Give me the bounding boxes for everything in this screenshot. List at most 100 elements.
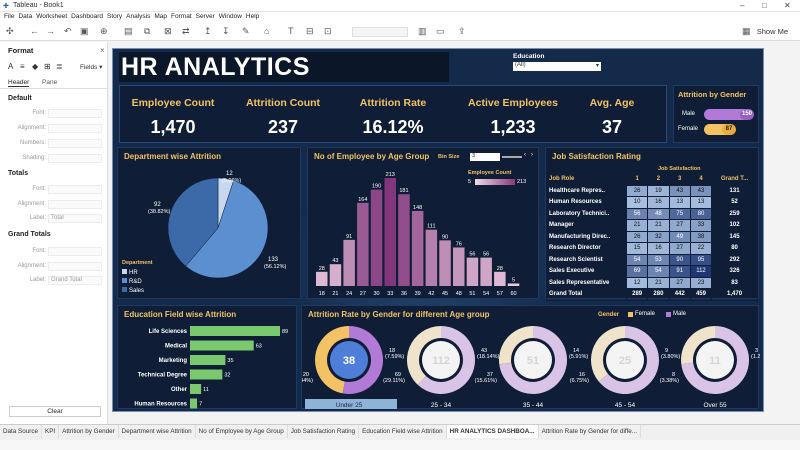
back-icon[interactable]: ← bbox=[30, 26, 39, 36]
sheet-tab[interactable]: HR ANALYTICS DASHBOA... bbox=[446, 425, 539, 438]
close-panel-icon[interactable]: × bbox=[100, 46, 105, 55]
show-me-button[interactable]: Show Me bbox=[756, 27, 788, 36]
menu-item[interactable]: Data bbox=[18, 13, 33, 20]
dept-pie-chart: 12(5.06%) 133(56.12%) 92(38.82%) bbox=[148, 171, 286, 279]
clear-sheet-icon[interactable]: ⊠ bbox=[164, 26, 172, 36]
kpi-label: Employee Count bbox=[131, 97, 215, 109]
share-icon[interactable]: ⇪ bbox=[458, 26, 466, 36]
forward-icon[interactable]: → bbox=[46, 26, 55, 36]
presentation-icon[interactable]: ▭ bbox=[436, 26, 445, 36]
maximize-icon[interactable]: □ bbox=[762, 1, 767, 10]
table-cell: 16 bbox=[647, 242, 670, 255]
menu-item[interactable]: Window bbox=[218, 13, 242, 20]
default-shading-select[interactable] bbox=[48, 154, 102, 163]
lines-format-icon[interactable]: ≣ bbox=[56, 62, 63, 71]
age-bar bbox=[343, 239, 355, 286]
alignment-format-icon[interactable]: ≡ bbox=[20, 62, 25, 71]
fields-dropdown[interactable]: Fields ▾ bbox=[80, 64, 103, 71]
menu-item[interactable]: Format bbox=[171, 13, 192, 20]
sheet-tab[interactable]: Department wise Attrition bbox=[119, 425, 196, 438]
fit-icon[interactable]: ⊡ bbox=[324, 26, 332, 36]
save-icon[interactable]: ▣ bbox=[80, 26, 89, 36]
row-total: 145 bbox=[711, 230, 758, 243]
age-group-label: 35 - 44 bbox=[523, 402, 544, 409]
kpi-label: Attrition Rate bbox=[359, 97, 427, 109]
sheet-tab[interactable]: Education Field wise Attrition bbox=[359, 425, 447, 438]
sheet-tab[interactable]: No of Employee by Age Group bbox=[196, 425, 288, 438]
new-sheet-icon[interactable]: ▤ bbox=[124, 26, 133, 36]
grand-totals-alignment-select[interactable] bbox=[48, 262, 102, 271]
menu-item[interactable]: Server bbox=[195, 13, 215, 20]
age-panel: No of Employee by Age Group Bin Size 3 ‹… bbox=[307, 147, 539, 299]
sort-desc-icon[interactable]: ↧ bbox=[222, 26, 230, 36]
totals-font-select[interactable] bbox=[48, 185, 102, 194]
totals-alignment-select[interactable] bbox=[48, 200, 102, 209]
menu-item[interactable]: Map bbox=[154, 13, 168, 20]
edufield-bar bbox=[190, 340, 254, 351]
default-numbers-select[interactable] bbox=[48, 139, 102, 148]
default-alignment-select[interactable] bbox=[48, 124, 102, 133]
education-filter-select[interactable]: (All) ▾ bbox=[513, 62, 601, 71]
age-tick-label: 57 bbox=[497, 291, 503, 297]
menu-item[interactable]: Analysis bbox=[126, 13, 151, 20]
female-label: Female bbox=[678, 126, 699, 132]
grand-totals-label-input[interactable]: Grand Total bbox=[48, 276, 102, 285]
donut-female-segment bbox=[407, 326, 441, 385]
pie-label-sales-pct: (38.82%) bbox=[148, 209, 170, 215]
group-icon[interactable]: ⌂ bbox=[264, 26, 270, 36]
menu-item[interactable]: File bbox=[4, 13, 15, 20]
edufield-bar bbox=[190, 398, 198, 409]
sheet-tab[interactable]: KPI bbox=[42, 425, 60, 438]
borders-format-icon[interactable]: ⊞ bbox=[44, 62, 51, 71]
table-cell: 43 bbox=[668, 184, 691, 197]
labels-icon[interactable]: T bbox=[288, 26, 294, 36]
clear-button[interactable]: Clear bbox=[9, 406, 101, 417]
sheet-tab[interactable]: Attrition Rate by Gender for diffe... bbox=[539, 425, 641, 438]
sheet-tab[interactable]: Data Source bbox=[0, 425, 43, 438]
show-cards-icon[interactable]: ▥ bbox=[418, 26, 427, 36]
fit-dropdown[interactable] bbox=[352, 27, 408, 37]
donut-male-count: 16 bbox=[579, 372, 585, 378]
sheet-tab[interactable]: Job Satisfaction Rating bbox=[288, 425, 360, 438]
font-format-icon[interactable]: A bbox=[8, 62, 14, 71]
grand-totals-font-select[interactable] bbox=[48, 247, 102, 256]
menu-item[interactable]: Dashboard bbox=[71, 13, 103, 20]
sort-asc-icon[interactable]: ↥ bbox=[204, 26, 212, 36]
table-row: Sales Executive 69 54 91 112 326 bbox=[546, 265, 758, 278]
swap-icon[interactable]: ⇄ bbox=[182, 26, 190, 36]
donut-total-label: 112 bbox=[432, 355, 450, 367]
menu-item[interactable]: Story bbox=[106, 13, 123, 20]
new-datasource-icon[interactable]: ⊕ bbox=[100, 26, 108, 36]
close-window-icon[interactable]: ✕ bbox=[784, 1, 791, 10]
donut-male-segment bbox=[342, 326, 383, 394]
show-me-icon[interactable]: ▦ bbox=[742, 26, 751, 36]
age-bar-label: 76 bbox=[456, 241, 462, 247]
bin-increase-icon[interactable]: › bbox=[531, 152, 533, 158]
duplicate-icon[interactable]: ⧉ bbox=[144, 26, 151, 36]
totals-label-input[interactable]: Total bbox=[48, 214, 102, 223]
bin-size-input[interactable]: 3 bbox=[470, 153, 500, 161]
minimize-icon[interactable]: – bbox=[740, 1, 745, 10]
tab-header[interactable]: Header bbox=[8, 79, 30, 87]
shading-format-icon[interactable]: ◆ bbox=[32, 62, 39, 71]
highlight-icon[interactable]: ✎ bbox=[242, 26, 250, 36]
table-cell: 27 bbox=[668, 242, 691, 255]
bin-decrease-icon[interactable]: ‹ bbox=[524, 152, 526, 158]
age-tick-label: 45 bbox=[442, 291, 448, 297]
age-bar bbox=[494, 271, 506, 286]
sheet-tab[interactable]: Attrition by Gender bbox=[59, 425, 119, 438]
table-cell: 54 bbox=[647, 265, 670, 278]
undo-icon[interactable]: ↶ bbox=[64, 26, 72, 36]
donut-center bbox=[514, 341, 552, 379]
menu-item[interactable]: Help bbox=[245, 13, 260, 20]
fix-axes-icon[interactable]: ⊟ bbox=[306, 26, 314, 36]
menu-item[interactable]: Worksheet bbox=[36, 13, 68, 20]
tab-pane[interactable]: Pane bbox=[42, 79, 58, 86]
bin-size-slider[interactable] bbox=[502, 156, 522, 158]
age-bar bbox=[329, 264, 342, 286]
pie-label-sales-count: 92 bbox=[154, 202, 161, 208]
edufield-category-label: Other bbox=[171, 387, 188, 393]
default-font-select[interactable] bbox=[48, 109, 102, 118]
col-header-role: Job Role bbox=[546, 173, 627, 186]
age-bar bbox=[507, 283, 520, 286]
